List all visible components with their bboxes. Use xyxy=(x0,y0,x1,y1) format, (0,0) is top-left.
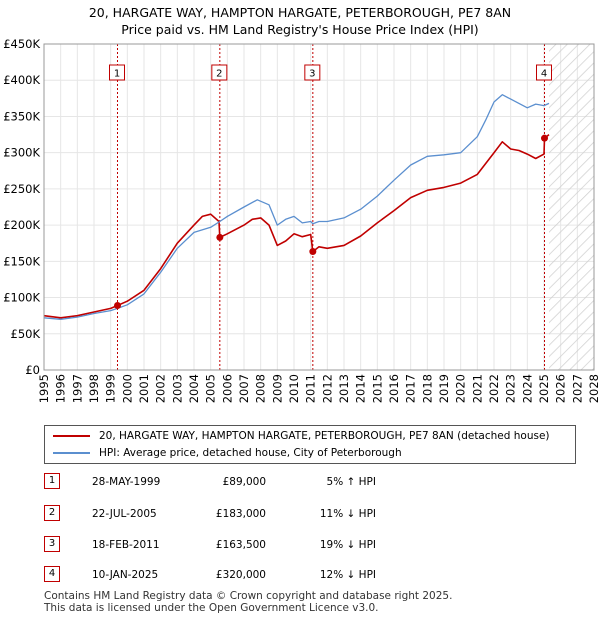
sale-hpi-diff: 5% ↑ HPI xyxy=(326,476,376,488)
y-tick-label: £100K xyxy=(3,291,40,305)
x-tick-label: 2024 xyxy=(520,374,534,403)
sale-date: 28-MAY-1999 xyxy=(92,476,161,488)
x-tick-label: 2000 xyxy=(120,374,134,403)
sale-hpi-diff: 19% ↓ HPI xyxy=(319,539,376,551)
x-tick-label: 2025 xyxy=(537,374,551,403)
y-tick-label: £200K xyxy=(3,218,40,232)
y-tick-label: £0 xyxy=(25,363,40,377)
x-tick-label: 2022 xyxy=(487,374,501,403)
future-forecast-region xyxy=(549,44,594,370)
x-tick-label: 2015 xyxy=(370,374,384,403)
x-tick-label: 2003 xyxy=(170,374,184,403)
hpi-line-swatch xyxy=(53,452,90,454)
x-tick-label: 2014 xyxy=(354,374,368,403)
y-tick-label: £350K xyxy=(3,109,40,123)
x-tick-label: 2006 xyxy=(220,374,234,403)
x-tick-label: 2001 xyxy=(137,374,151,403)
x-tick-label: 2019 xyxy=(437,374,451,403)
property-price-line xyxy=(43,133,550,319)
y-tick-label: £250K xyxy=(3,182,40,196)
legend-item-hpi: HPI: Average price, detached house, City… xyxy=(53,445,402,461)
sale-price: £89,000 xyxy=(222,476,266,488)
x-tick-label: 2011 xyxy=(304,374,318,403)
sale-number-box xyxy=(109,64,125,81)
y-tick-label: £450K xyxy=(3,37,40,51)
sale-number-box xyxy=(536,64,552,81)
sale-number-label: 2 xyxy=(216,69,222,80)
sale-point xyxy=(309,248,317,256)
legend-hpi-label: HPI: Average price, detached house, City… xyxy=(99,447,402,459)
sale-date: 18-FEB-2011 xyxy=(92,539,160,551)
x-tick-label: 2020 xyxy=(454,374,468,403)
title-line-1: 20, HARGATE WAY, HAMPTON HARGATE, PETERB… xyxy=(88,5,512,20)
sale-point xyxy=(216,233,224,241)
x-tick-label: 2016 xyxy=(387,374,401,403)
x-tick-label: 1995 xyxy=(37,374,51,403)
x-tick-label: 1999 xyxy=(104,374,118,403)
sale-point xyxy=(114,302,121,310)
plot-frame xyxy=(43,43,595,371)
x-tick-label: 2028 xyxy=(587,374,600,403)
x-tick-label: 1997 xyxy=(70,374,84,403)
x-tick-label: 2002 xyxy=(154,374,168,403)
legend-property-label: 20, HARGATE WAY, HAMPTON HARGATE, PETERB… xyxy=(99,430,550,442)
property-line-swatch xyxy=(53,435,90,437)
sale-date: 22-JUL-2005 xyxy=(92,508,157,520)
sale-number-badge: 3 xyxy=(44,536,60,552)
sale-price: £163,500 xyxy=(215,539,266,551)
price-chart: 1 2 3 4 £0 £50K £100K £150K £200K £250K £300K £350… xyxy=(3,37,600,403)
title-line-2: Price paid vs. HM Land Registry's House … xyxy=(121,22,479,37)
sale-number-box xyxy=(211,64,228,81)
x-tick-label: 2017 xyxy=(404,374,418,403)
sale-point xyxy=(541,134,548,142)
y-tick-label: £300K xyxy=(3,146,40,160)
sale-hpi-diff: 11% ↓ HPI xyxy=(319,508,376,520)
sale-hpi-diff: 12% ↓ HPI xyxy=(319,569,376,581)
y-tick-label: £50K xyxy=(11,327,41,341)
sale-number-badge: 2 xyxy=(44,505,60,521)
x-tick-label: 2008 xyxy=(254,374,268,403)
x-tick-label: 2010 xyxy=(287,374,301,403)
x-tick-label: 2009 xyxy=(270,374,284,403)
x-tick-label: 1996 xyxy=(54,374,68,403)
plot-area xyxy=(44,44,594,370)
x-tick-label: 2007 xyxy=(237,374,251,403)
legend-item-property: 20, HARGATE WAY, HAMPTON HARGATE, PETERB… xyxy=(53,428,550,444)
sale-number-box xyxy=(304,64,321,81)
x-tick-label: 2026 xyxy=(554,374,568,403)
chart-title: 20, HARGATE WAY, HAMPTON HARGATE, PETERB… xyxy=(0,4,600,38)
legend: 20, HARGATE WAY, HAMPTON HARGATE, PETERB… xyxy=(44,425,576,464)
x-tick-label: 2018 xyxy=(420,374,434,403)
sale-number-label: 4 xyxy=(541,69,547,80)
x-tick-label: 2004 xyxy=(187,374,201,403)
y-tick-label: £150K xyxy=(3,254,40,268)
x-tick-label: 2012 xyxy=(320,374,334,403)
sale-number-label: 1 xyxy=(114,69,120,80)
sale-price: £183,000 xyxy=(215,508,266,520)
x-tick-label: 2023 xyxy=(504,374,518,403)
hpi-line xyxy=(43,94,550,320)
y-tick-label: £400K xyxy=(3,73,40,87)
footer-copyright: Contains HM Land Registry data © Crown c… xyxy=(44,590,453,602)
x-tick-label: 2027 xyxy=(570,374,584,403)
sale-date: 10-JAN-2025 xyxy=(92,569,159,581)
x-tick-label: 2021 xyxy=(470,374,484,403)
x-tick-label: 2013 xyxy=(337,374,351,403)
x-tick-label: 2005 xyxy=(204,374,218,403)
sale-price: £320,000 xyxy=(215,569,266,581)
sale-number-badge: 1 xyxy=(44,473,60,489)
footer: Contains HM Land Registry data © Crown c… xyxy=(44,590,452,614)
x-tick-label: 1998 xyxy=(87,374,101,403)
footer-licence: This data is licensed under the Open Gov… xyxy=(44,602,379,614)
sale-number-label: 3 xyxy=(309,69,315,80)
sale-number-badge: 4 xyxy=(44,566,60,582)
